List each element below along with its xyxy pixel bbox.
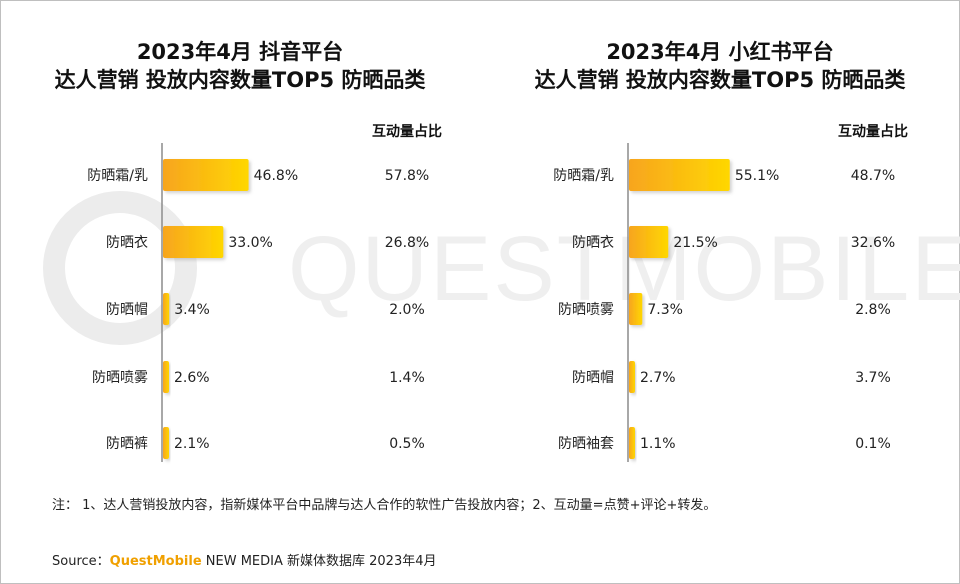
douyin-category-label: 防晒霜/乳 — [87, 168, 148, 184]
xiaohongshu-interaction-share: 0.1% — [855, 436, 891, 452]
source-suffix: NEW MEDIA 新媒体数据库 2023年4月 — [201, 554, 437, 569]
xiaohongshu-title: 2023年4月 小红书平台 达人营销 投放内容数量TOP5 防晒品类 — [480, 38, 960, 94]
douyin-value-label: 46.8% — [254, 168, 298, 184]
douyin-value-label: 33.0% — [228, 235, 272, 251]
douyin-value-label: 2.1% — [174, 436, 210, 452]
xiaohongshu-interaction-share: 2.8% — [855, 302, 891, 318]
douyin-bar-chart: 防晒霜/乳 46.8% 57.8% 防晒衣 33.0% 26.8% 防晒帽 3.4% 2.0% 防… — [87, 143, 429, 462]
source-prefix: Source： — [52, 554, 110, 569]
xiaohongshu-bar — [629, 293, 643, 325]
douyin-category-label: 防晒裤 — [106, 436, 148, 452]
xiaohongshu-bar — [629, 361, 635, 393]
douyin-bar — [163, 361, 169, 393]
douyin-interaction-share: 0.5% — [389, 436, 425, 452]
douyin-category-label: 防晒喷雾 — [92, 370, 148, 386]
xiaohongshu-interaction-share: 32.6% — [851, 235, 895, 251]
xiaohongshu-interaction-share: 3.7% — [855, 370, 891, 386]
douyin-interaction-share: 1.4% — [389, 370, 425, 386]
douyin-value-label: 3.4% — [174, 302, 210, 318]
douyin-category-label: 防晒衣 — [106, 235, 148, 251]
footnote: 注： 1、达人营销投放内容，指新媒体平台中品牌与达人合作的软性广告投放内容；2、… — [52, 498, 717, 513]
xiaohongshu-category-label: 防晒袖套 — [558, 436, 614, 452]
douyin-interaction-share: 26.8% — [385, 235, 429, 251]
xiaohongshu-bar-chart: 防晒霜/乳 55.1% 48.7% 防晒衣 21.5% 32.6% 防晒喷雾 7.3% 2.8%… — [553, 143, 895, 462]
douyin-share-header: 互动量占比 — [372, 124, 442, 140]
douyin-bar — [163, 293, 170, 325]
douyin-value-label: 2.6% — [174, 370, 210, 386]
douyin-bar — [163, 226, 224, 258]
xiaohongshu-value-label: 2.7% — [640, 370, 676, 386]
xiaohongshu-category-label: 防晒帽 — [572, 370, 614, 386]
xiaohongshu-value-label: 1.1% — [640, 436, 676, 452]
source-brand: QuestMobile — [109, 554, 202, 569]
xiaohongshu-category-label: 防晒霜/乳 — [553, 168, 614, 184]
xiaohongshu-category-label: 防晒喷雾 — [558, 302, 614, 318]
source-line: Source：QuestMobile NEW MEDIA 新媒体数据库 2023… — [52, 550, 437, 569]
xiaohongshu-category-label: 防晒衣 — [572, 235, 614, 251]
xiaohongshu-bar — [629, 226, 669, 258]
douyin-title-line2: 达人营销 投放内容数量TOP5 防晒品类 — [54, 68, 426, 92]
xiaohongshu-value-label: 7.3% — [647, 302, 683, 318]
xiaohongshu-bar — [629, 427, 635, 459]
xiaohongshu-share-header: 互动量占比 — [838, 124, 908, 140]
douyin-panel: 2023年4月 抖音平台 达人营销 投放内容数量TOP5 防晒品类 互动量占比 … — [0, 0, 480, 480]
xiaohongshu-value-label: 55.1% — [735, 168, 779, 184]
xiaohongshu-interaction-share: 48.7% — [851, 168, 895, 184]
douyin-category-label: 防晒帽 — [106, 302, 148, 318]
xiaohongshu-bar — [629, 159, 730, 191]
douyin-bar — [163, 427, 169, 459]
douyin-title: 2023年4月 抖音平台 达人营销 投放内容数量TOP5 防晒品类 — [0, 38, 480, 94]
douyin-interaction-share: 57.8% — [385, 168, 429, 184]
douyin-interaction-share: 2.0% — [389, 302, 425, 318]
xiaohongshu-panel: 2023年4月 小红书平台 达人营销 投放内容数量TOP5 防晒品类 互动量占比… — [480, 0, 960, 480]
douyin-title-line1: 2023年4月 抖音平台 — [136, 40, 344, 64]
xiaohongshu-title-line1: 2023年4月 小红书平台 — [606, 40, 834, 64]
xiaohongshu-title-line2: 达人营销 投放内容数量TOP5 防晒品类 — [534, 68, 906, 92]
xiaohongshu-value-label: 21.5% — [673, 235, 717, 251]
douyin-bar — [163, 159, 249, 191]
